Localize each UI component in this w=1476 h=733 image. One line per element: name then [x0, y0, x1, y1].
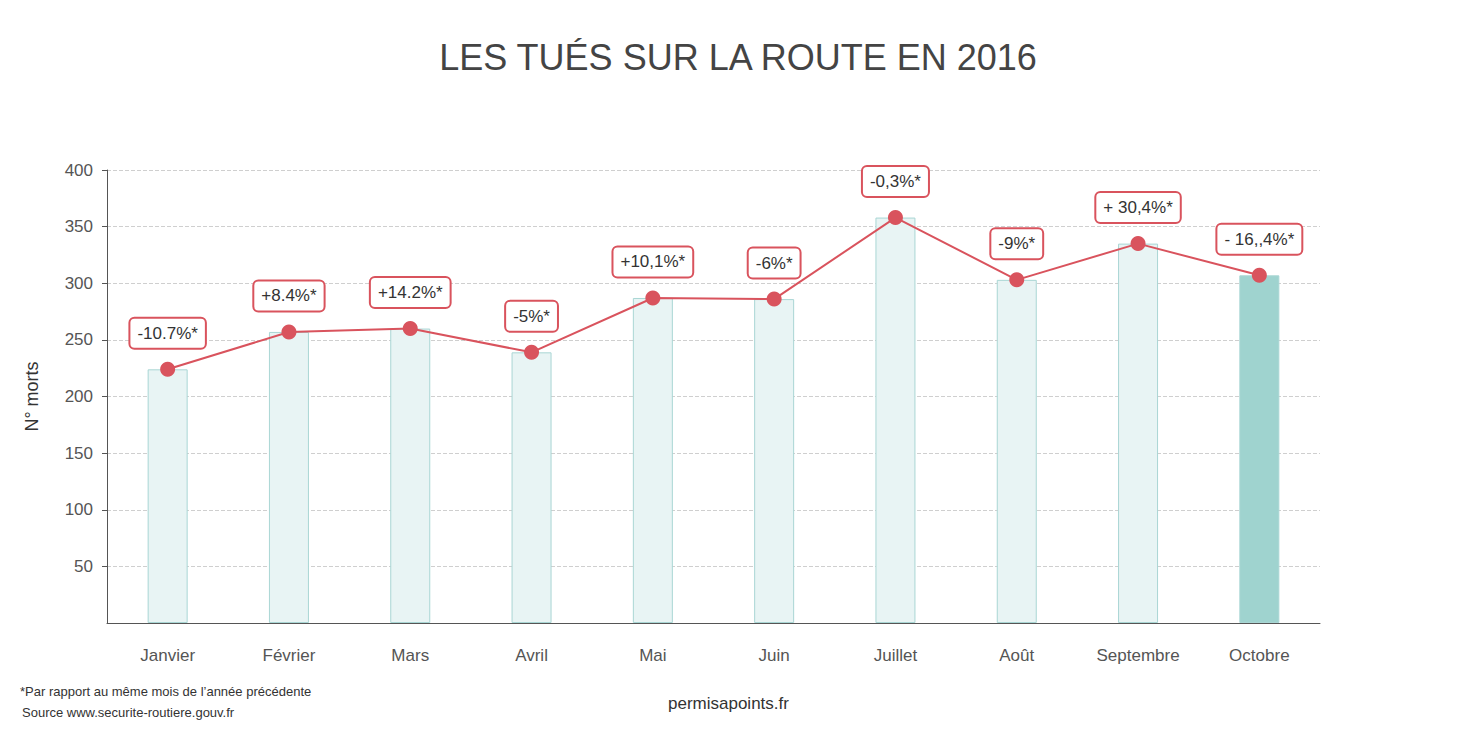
svg-text:LES TUÉS SUR LA ROUTE EN 2016: LES TUÉS SUR LA ROUTE EN 2016: [439, 37, 1037, 78]
svg-text:400: 400: [65, 161, 93, 180]
svg-text:Avril: Avril: [515, 646, 548, 665]
svg-text:-9%*: -9%*: [998, 234, 1035, 253]
svg-text:Août: Août: [999, 646, 1034, 665]
svg-text:*Par rapport au même mois de l: *Par rapport au même mois de l’année pré…: [20, 684, 311, 699]
svg-text:+ 30,4%*: + 30,4%*: [1103, 198, 1173, 217]
svg-text:-10.7%*: -10.7%*: [137, 324, 198, 343]
svg-text:100: 100: [65, 500, 93, 519]
svg-text:-0,3%*: -0,3%*: [870, 172, 921, 191]
svg-text:-5%*: -5%*: [513, 307, 550, 326]
svg-text:- 16,,4%*: - 16,,4%*: [1224, 230, 1294, 249]
svg-text:+8.4%*: +8.4%*: [261, 286, 317, 305]
svg-text:150: 150: [65, 444, 93, 463]
svg-text:Mars: Mars: [391, 646, 429, 665]
svg-text:Février: Février: [262, 646, 315, 665]
svg-text:+10,1%*: +10,1%*: [620, 252, 685, 271]
svg-text:Mai: Mai: [639, 646, 666, 665]
svg-text:350: 350: [65, 217, 93, 236]
svg-text:Septembre: Septembre: [1096, 646, 1179, 665]
svg-text:Janvier: Janvier: [140, 646, 195, 665]
svg-text:Source www.securite-routiere.g: Source www.securite-routiere.gouv.fr: [22, 705, 235, 720]
svg-text:Juillet: Juillet: [874, 646, 918, 665]
svg-text:N° morts: N° morts: [22, 361, 42, 431]
svg-text:permisapoints.fr: permisapoints.fr: [668, 694, 789, 713]
svg-text:Juin: Juin: [759, 646, 790, 665]
svg-text:-6%*: -6%*: [756, 254, 793, 273]
svg-text:200: 200: [65, 387, 93, 406]
svg-text:250: 250: [65, 330, 93, 349]
svg-text:Octobre: Octobre: [1229, 646, 1289, 665]
svg-text:300: 300: [65, 274, 93, 293]
svg-text:50: 50: [74, 557, 93, 576]
svg-text:+14.2%*: +14.2%*: [378, 283, 443, 302]
